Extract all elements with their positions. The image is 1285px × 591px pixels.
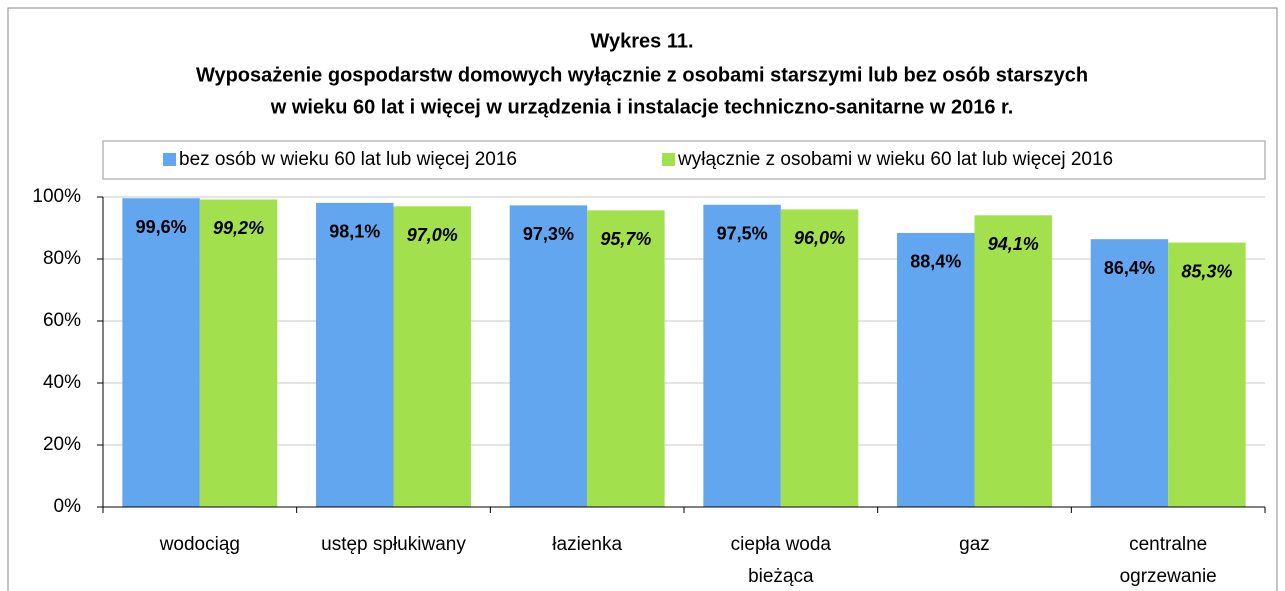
legend-box [102, 140, 1266, 180]
bar [316, 202, 394, 507]
y-tick-label: 40% [43, 372, 81, 393]
x-tick-label: bieżąca [748, 566, 814, 587]
frame [7, 7, 1278, 591]
legend-label: wyłącznie z osobami w wieku 60 lat lub w… [677, 149, 1113, 170]
bar [1168, 242, 1246, 507]
y-tick-label: 80% [43, 248, 81, 269]
data-label: 88,4% [910, 252, 961, 272]
data-label: 97,3% [523, 224, 574, 244]
x-tick-label: centralne [1129, 534, 1207, 555]
bar [509, 205, 588, 507]
bar [780, 209, 859, 507]
data-label: 97,5% [717, 224, 768, 244]
data-label: 94,1% [988, 234, 1039, 254]
data-label: 98,1% [329, 222, 380, 242]
data-label: 85,3% [1181, 261, 1232, 281]
bar [974, 215, 1052, 508]
x-tick-label: wodociąg [159, 534, 240, 555]
legend-swatch [662, 153, 675, 166]
x-tick-label: gaz [959, 534, 990, 555]
x-tick-label: łazienka [552, 534, 622, 555]
bar [703, 204, 781, 507]
x-tick-label: ciepła woda [731, 534, 832, 555]
bar [587, 210, 665, 507]
legend-swatch [163, 153, 176, 166]
data-label: 95,7% [600, 229, 651, 249]
x-tick-label: ogrzewanie [1120, 566, 1217, 587]
y-tick-label: 100% [32, 186, 81, 207]
y-tick-label: 20% [43, 434, 81, 455]
data-label: 86,4% [1104, 258, 1155, 278]
data-label: 96,0% [794, 228, 845, 248]
y-tick-label: 60% [43, 310, 81, 331]
chart-title: Wykres 11. [590, 30, 693, 52]
bar [897, 232, 975, 507]
data-label: 99,6% [136, 217, 187, 237]
legend-label: bez osób w wieku 60 lat lub więcej 2016 [179, 149, 517, 170]
bar [393, 206, 471, 508]
chart-subtitle: w wieku 60 lat i więcej w urządzenia i i… [270, 96, 1014, 118]
data-label: 97,0% [407, 225, 458, 245]
x-tick-label: ustęp spłukiwany [321, 534, 466, 555]
bar [1090, 239, 1169, 507]
chart-subtitle: Wyposażenie gospodarstw domowych wyłączn… [196, 64, 1088, 86]
bar [122, 198, 200, 508]
y-tick-label: 0% [54, 496, 82, 517]
bar [199, 199, 278, 508]
data-label: 99,2% [213, 218, 264, 238]
